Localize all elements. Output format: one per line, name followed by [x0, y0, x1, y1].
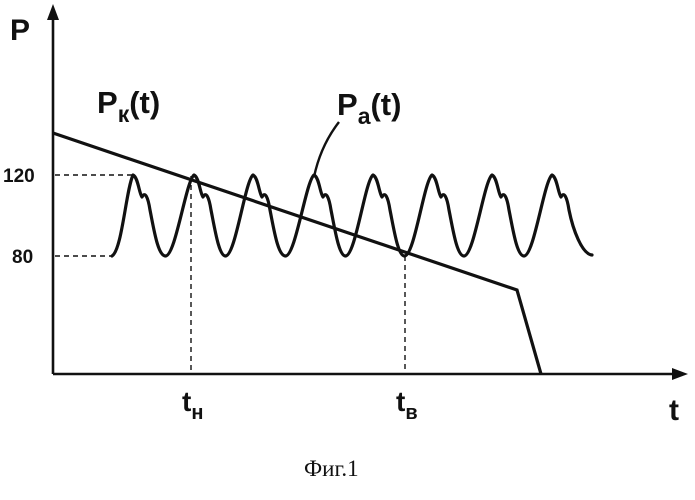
level-120-label: 120: [3, 166, 35, 187]
t-end-sub: в: [405, 402, 417, 424]
pa-curve: [112, 175, 592, 256]
figure-caption: Фиг.1: [304, 456, 359, 481]
pa-leader-line: [314, 122, 339, 177]
level-80-label: 80: [12, 247, 33, 268]
t-end-main: t: [396, 386, 405, 417]
pk-label-arg: (t): [129, 85, 160, 120]
x-axis-arrow: [672, 368, 688, 380]
y-axis-arrow: [47, 4, 59, 20]
pa-label: Pa(t): [337, 87, 401, 129]
pk-label-sub: к: [118, 101, 130, 127]
pk-label: Pк(t): [97, 85, 160, 127]
pk-label-main: P: [97, 85, 118, 120]
t-start-main: t: [182, 386, 191, 417]
guide-lines: [55, 175, 405, 372]
t-end-label: tв: [396, 386, 418, 424]
pa-label-sub: a: [358, 103, 371, 129]
pa-label-arg: (t): [370, 87, 401, 122]
t-start-label: tн: [182, 386, 203, 424]
y-axis-label: P: [10, 14, 30, 47]
pa-label-main: P: [337, 87, 358, 122]
x-axis-label: t: [669, 394, 679, 427]
t-start-sub: н: [191, 402, 203, 424]
